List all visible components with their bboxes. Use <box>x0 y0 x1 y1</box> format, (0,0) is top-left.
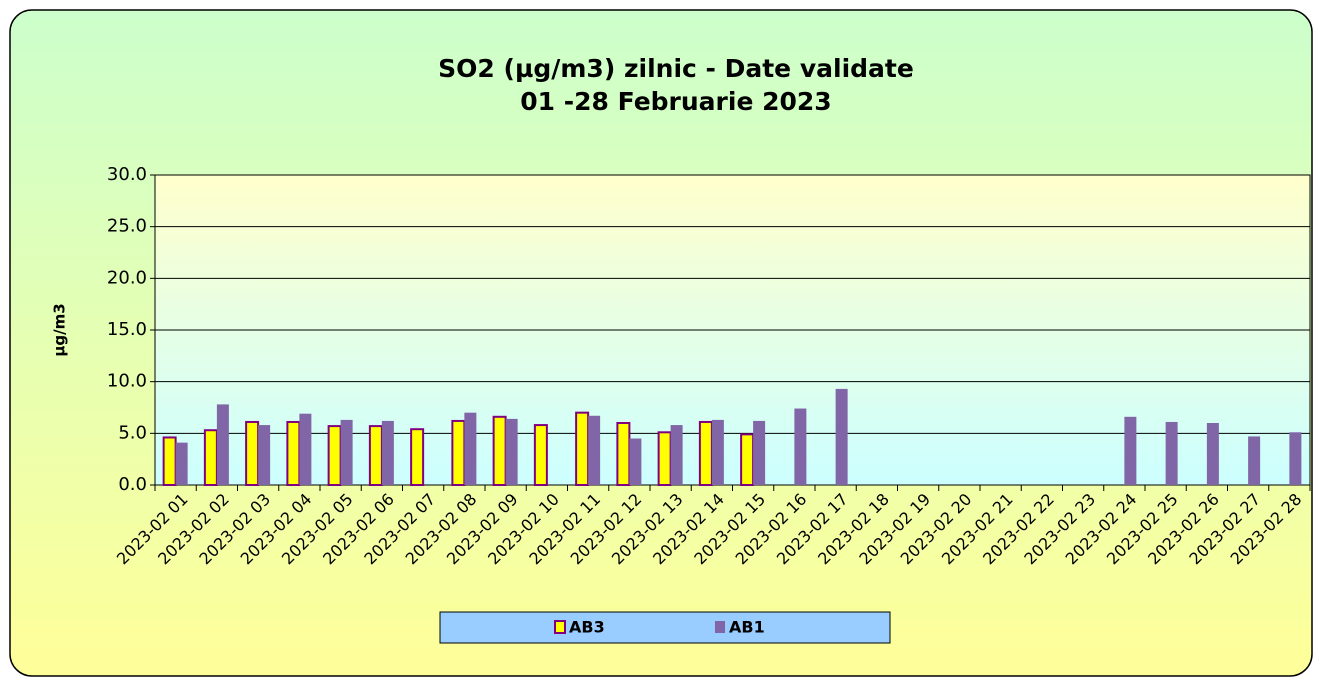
y-tick-label: 25.0 <box>107 216 147 237</box>
bar <box>753 420 766 485</box>
bar <box>588 415 601 485</box>
bar <box>410 428 425 487</box>
y-tick-label: 20.0 <box>107 267 147 288</box>
bar <box>698 420 713 487</box>
y-axis-label: µg/m3 <box>51 303 69 356</box>
legend <box>439 611 891 644</box>
legend-swatch <box>554 620 566 634</box>
bar <box>575 411 590 486</box>
bar <box>327 425 342 487</box>
chart-subtitle: 01 -28 Februarie 2023 <box>520 87 831 116</box>
chart-title: SO2 (µg/m3) zilnic - Date validate <box>438 54 914 83</box>
bar <box>533 424 548 487</box>
bar <box>175 442 188 485</box>
y-tick-label: 5.0 <box>118 422 147 443</box>
bar <box>835 388 848 485</box>
bar <box>492 415 507 486</box>
legend-label: AB1 <box>729 618 765 637</box>
bar <box>657 431 672 486</box>
bar <box>1289 432 1302 485</box>
bar <box>464 412 477 485</box>
y-tick-label: 10.0 <box>107 371 147 392</box>
legend-swatch <box>715 621 725 633</box>
bar <box>1124 416 1137 485</box>
bar <box>740 433 755 487</box>
bar <box>794 408 807 485</box>
bar <box>258 425 271 485</box>
bar <box>216 404 229 485</box>
legend-label: AB3 <box>569 618 605 637</box>
bar <box>1165 421 1178 485</box>
bar <box>245 420 260 487</box>
bar <box>1206 423 1219 485</box>
bar <box>381 420 394 485</box>
bar <box>203 429 218 487</box>
bar <box>629 438 642 485</box>
bar <box>451 419 466 486</box>
bar <box>340 419 353 485</box>
bar <box>368 425 383 487</box>
bar <box>670 425 683 485</box>
bar <box>162 436 177 487</box>
y-tick-label: 15.0 <box>107 319 147 340</box>
bar <box>505 418 518 485</box>
bar <box>616 422 631 486</box>
bar <box>286 420 301 487</box>
bar <box>711 419 724 485</box>
y-tick-label: 0.0 <box>118 474 147 495</box>
bar <box>299 413 312 485</box>
y-tick-label: 30.0 <box>107 164 147 185</box>
bar <box>1248 436 1261 485</box>
